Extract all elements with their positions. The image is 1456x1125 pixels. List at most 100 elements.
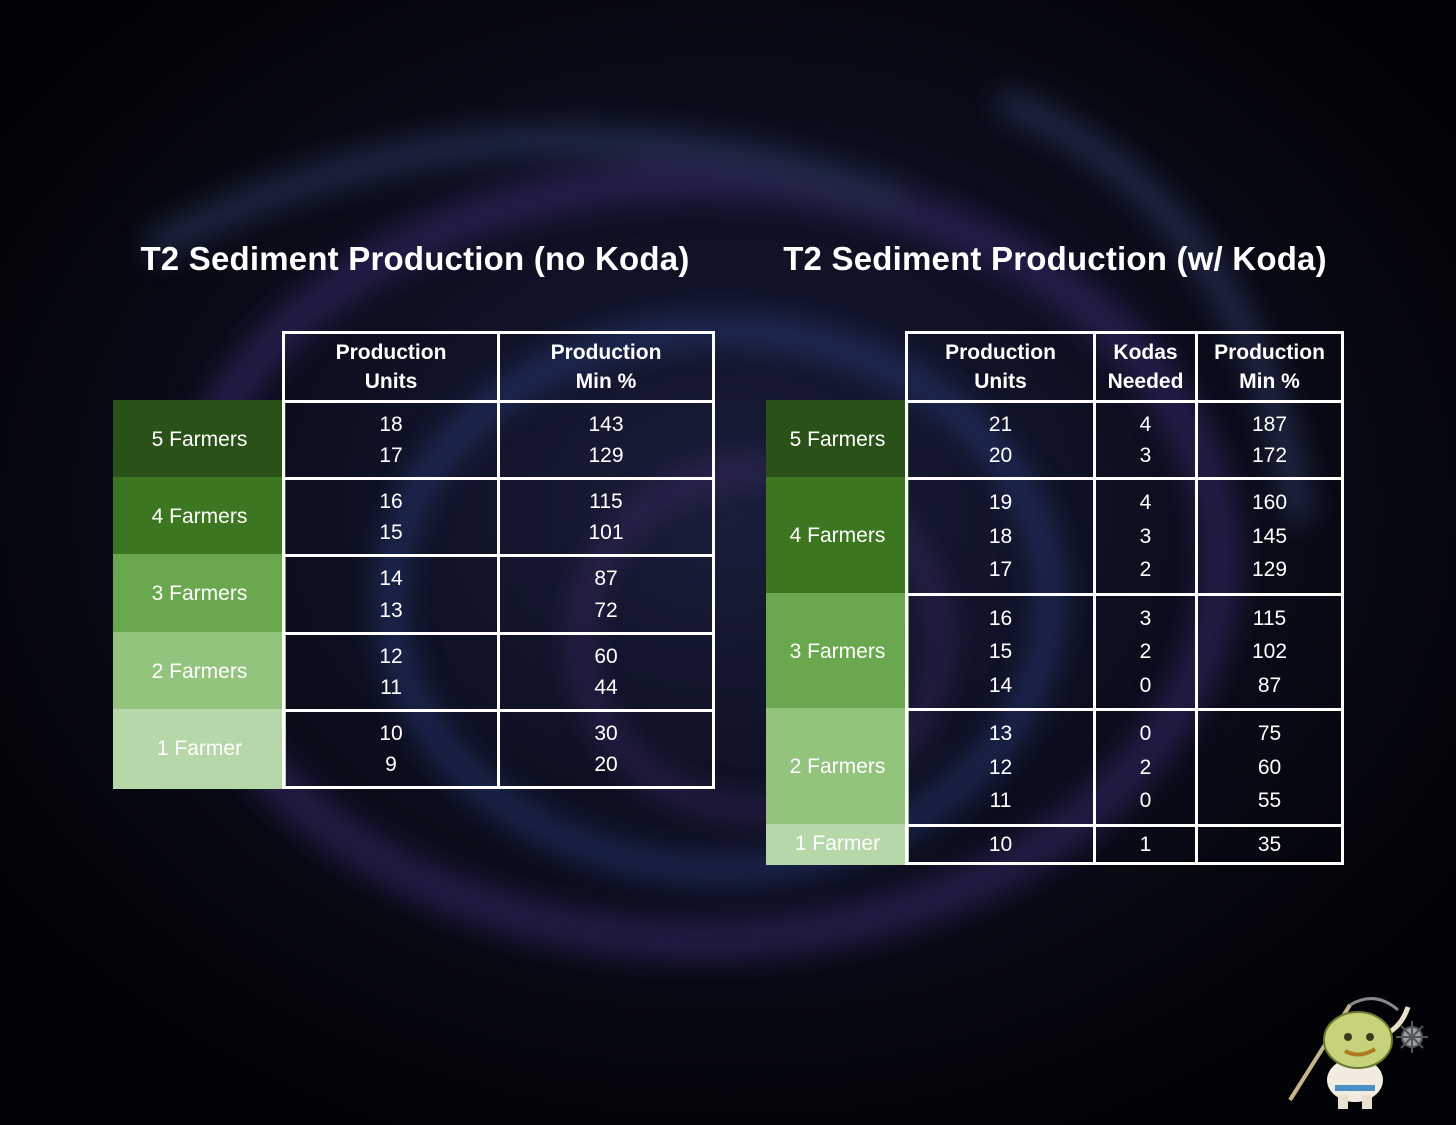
production-units-value: 14 [379, 567, 403, 591]
production-units-value: 15 [988, 640, 1013, 664]
production-units-header: Production Units [282, 331, 500, 403]
production-units-value: 20 [988, 444, 1013, 467]
production-units-value: 15 [379, 521, 403, 545]
production-min-value: 145 [1251, 524, 1288, 548]
group-label-text: 2 Farmers [789, 755, 886, 779]
kodas-needed-value: 2 [1139, 755, 1152, 779]
header-line-1: Production [1214, 341, 1325, 364]
group-label-text: 5 Farmers [789, 428, 886, 451]
group-label-3-farmers: 3 Farmers [113, 554, 286, 635]
header-line-1: Production [945, 341, 1056, 364]
production-min-cell: 143 129 [497, 400, 715, 481]
group-label-2-farmers: 2 Farmers [766, 708, 909, 827]
production-min-value: 75 [1257, 722, 1282, 746]
group-label-text: 4 Farmers [789, 524, 886, 548]
production-min-value: 187 [1251, 413, 1288, 436]
kodas-needed-value: 4 [1139, 413, 1152, 436]
production-min-value: 129 [588, 444, 624, 468]
production-units-value: 16 [379, 490, 403, 514]
kodas-needed-value: 0 [1139, 722, 1152, 746]
horned-warrior-mascot-icon [1288, 997, 1428, 1109]
group-label-5-farmers: 5 Farmers [113, 400, 286, 481]
group-label-2-farmers: 2 Farmers [113, 631, 286, 712]
kodas-needed-cell: 1 [1093, 823, 1198, 865]
kodas-needed-cell: 3 2 0 [1093, 592, 1198, 711]
production-min-value: 115 [1252, 606, 1287, 630]
production-units-cell: 13 12 11 [905, 708, 1096, 827]
kodas-needed-value: 0 [1139, 673, 1152, 697]
production-min-value: 72 [594, 598, 618, 622]
group-label-text: 3 Farmers [789, 639, 886, 663]
production-units-value: 10 [379, 721, 403, 745]
group-label-4-farmers: 4 Farmers [113, 477, 286, 558]
group-label-5-farmers: 5 Farmers [766, 400, 909, 480]
production-units-value: 9 [385, 752, 397, 776]
kodas-needed-value: 3 [1139, 606, 1152, 630]
production-min-value: 102 [1251, 640, 1288, 664]
production-min-cell: 115 101 [497, 477, 715, 558]
header-line-2: Needed [1107, 370, 1184, 393]
production-units-value: 16 [988, 606, 1013, 630]
production-min-value: 172 [1251, 444, 1288, 467]
production-min-value: 60 [1257, 755, 1282, 779]
production-units-cell: 16 15 [282, 477, 500, 558]
kodas-needed-header: Kodas Needed [1093, 331, 1198, 403]
kodas-needed-value: 2 [1139, 640, 1152, 664]
group-label-text: 4 Farmers [151, 505, 248, 529]
production-min-header: Production Min % [1195, 331, 1344, 403]
group-label-text: 5 Farmers [151, 428, 248, 452]
production-units-value: 11 [989, 789, 1012, 813]
kodas-needed-value: 0 [1139, 789, 1152, 813]
production-units-value: 12 [988, 755, 1013, 779]
production-min-value: 30 [594, 721, 618, 745]
production-units-value: 19 [988, 491, 1013, 515]
production-min-cell: 60 44 [497, 631, 715, 712]
production-units-cell: 18 17 [282, 400, 500, 481]
production-min-cell: 35 [1195, 823, 1344, 865]
production-min-value: 115 [589, 490, 623, 514]
production-min-value: 87 [1257, 673, 1282, 697]
production-min-value: 129 [1251, 558, 1288, 582]
production-min-cell: 187 172 [1195, 400, 1344, 480]
production-min-value: 44 [594, 675, 618, 699]
group-label-text: 1 Farmer [794, 832, 881, 856]
header-line-2: Units [364, 370, 418, 393]
kodas-needed-value: 3 [1139, 444, 1152, 467]
production-min-cell: 30 20 [497, 708, 715, 789]
production-min-value: 20 [594, 752, 618, 776]
production-units-value: 14 [988, 673, 1013, 697]
production-units-cell: 14 13 [282, 554, 500, 635]
header-line-1: Kodas [1113, 341, 1178, 364]
header-line-2: Min % [575, 370, 637, 393]
header-line-1: Production [550, 341, 662, 364]
kodas-needed-cell: 0 2 0 [1093, 708, 1198, 827]
production-units-value: 13 [379, 598, 403, 622]
header-line-2: Units [974, 370, 1027, 393]
production-units-value: 13 [988, 722, 1013, 746]
kodas-needed-cell: 4 3 2 [1093, 477, 1198, 596]
production-units-cell: 19 18 17 [905, 477, 1096, 596]
kodas-needed-value: 3 [1139, 524, 1152, 548]
production-units-value: 17 [988, 558, 1013, 582]
header-line-2: Min % [1239, 370, 1300, 393]
production-min-value: 101 [588, 521, 624, 545]
production-min-value: 60 [594, 644, 618, 668]
group-label-3-farmers: 3 Farmers [766, 592, 909, 711]
production-min-value: 160 [1251, 491, 1288, 515]
group-label-1-farmers: 1 Farmer [113, 708, 286, 789]
kodas-needed-value: 2 [1139, 558, 1152, 582]
header-line-1: Production [335, 341, 447, 364]
production-min-value: 35 [1257, 832, 1282, 856]
production-units-value: 18 [988, 524, 1013, 548]
kodas-needed-value: 1 [1139, 832, 1152, 856]
group-label-text: 3 Farmers [151, 582, 248, 606]
production-units-value: 18 [379, 413, 403, 437]
production-units-value: 12 [379, 644, 403, 668]
production-units-cell: 10 9 [282, 708, 500, 789]
production-min-value: 143 [588, 413, 624, 437]
production-units-cell: 12 11 [282, 631, 500, 712]
group-label-1-farmers: 1 Farmer [766, 823, 909, 865]
production-min-cell: 115 102 87 [1195, 592, 1344, 711]
group-label-text: 1 Farmer [156, 736, 243, 760]
